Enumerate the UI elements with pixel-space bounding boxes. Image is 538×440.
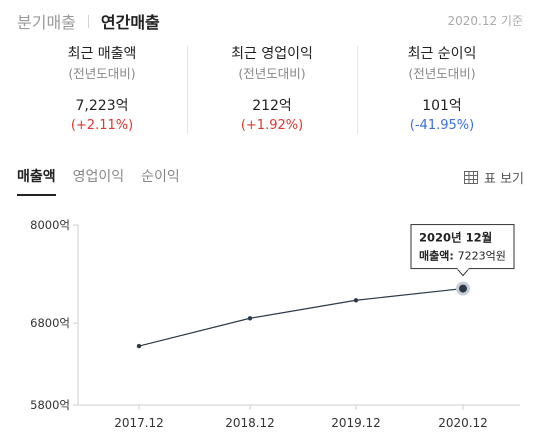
tooltip-pointer <box>456 268 470 277</box>
x-tick-label: 2018.12 <box>225 416 275 430</box>
summary-metrics: 최근 매출액 (전년도대비) 7,223억 (+2.11%) 최근 영업이익 (… <box>0 44 538 136</box>
tab-sales[interactable]: 매출액 <box>17 166 56 196</box>
tooltip-box <box>410 224 515 270</box>
metric-net-income: 최근 순이익 (전년도대비) 101억 (-41.95%) <box>357 44 527 136</box>
x-tick-label: 2020.12 <box>438 416 488 430</box>
tab-net-income[interactable]: 순이익 <box>141 169 180 185</box>
x-tick-label: 2017.12 <box>114 416 164 430</box>
metric-change: (-41.95%) <box>409 118 475 133</box>
tab-annual-sales[interactable]: 연간매출 <box>100 13 160 32</box>
metric-title: 최근 영업이익 <box>231 46 313 62</box>
y-tick-label: 8000억 <box>30 218 70 232</box>
metric-value: 212억 <box>252 98 292 114</box>
data-point[interactable] <box>353 298 359 303</box>
metric-subtitle: (전년도대비) <box>68 66 136 81</box>
tab-operating-profit[interactable]: 영업이익 <box>72 169 125 185</box>
table-view-label: 표 보기 <box>483 172 524 187</box>
tooltip-value: 매출액: 7223억원 <box>419 249 506 263</box>
sales-line-chart: 5800억 6800억 8000억 2017.12 2018.12 2019.12 2020… <box>30 218 520 430</box>
metric-title: 최근 매출액 <box>67 46 137 62</box>
metric-change: (+1.92%) <box>240 118 304 133</box>
metric-value: 7,223억 <box>75 98 129 114</box>
period-tabs: 분기매출 연간매출 <box>17 9 160 33</box>
metric-title: 최근 순이익 <box>407 46 477 62</box>
sales-series-line <box>138 287 464 347</box>
metric-operating-profit: 최근 영업이익 (전년도대비) 212억 (+1.92%) <box>187 44 357 136</box>
metric-value: 101억 <box>422 98 462 114</box>
table-view-button[interactable]: 표 보기 <box>463 168 524 187</box>
metric-subtitle: (전년도대비) <box>238 66 306 81</box>
y-tick-label: 5800억 <box>30 398 70 412</box>
x-tick-label: 2019.12 <box>331 416 381 430</box>
metric-sales: 최근 매출액 (전년도대비) 7,223억 (+2.11%) <box>17 44 187 136</box>
metric-subtitle: (전년도대비) <box>408 66 476 81</box>
table-icon <box>463 171 478 184</box>
data-point[interactable] <box>247 316 253 321</box>
chart-metric-tabs: 매출액 영업이익 순이익 <box>17 166 197 196</box>
data-point[interactable] <box>459 284 467 293</box>
metric-change: (+2.11%) <box>70 118 134 133</box>
tooltip-title: 2020년 12월 <box>419 231 492 245</box>
basis-date: 2020.12 기준 <box>447 14 523 28</box>
tab-divider <box>87 14 89 28</box>
y-tick-label: 6800억 <box>30 316 70 330</box>
tab-quarterly-sales[interactable]: 분기매출 <box>17 13 76 32</box>
data-point[interactable] <box>136 343 142 349</box>
